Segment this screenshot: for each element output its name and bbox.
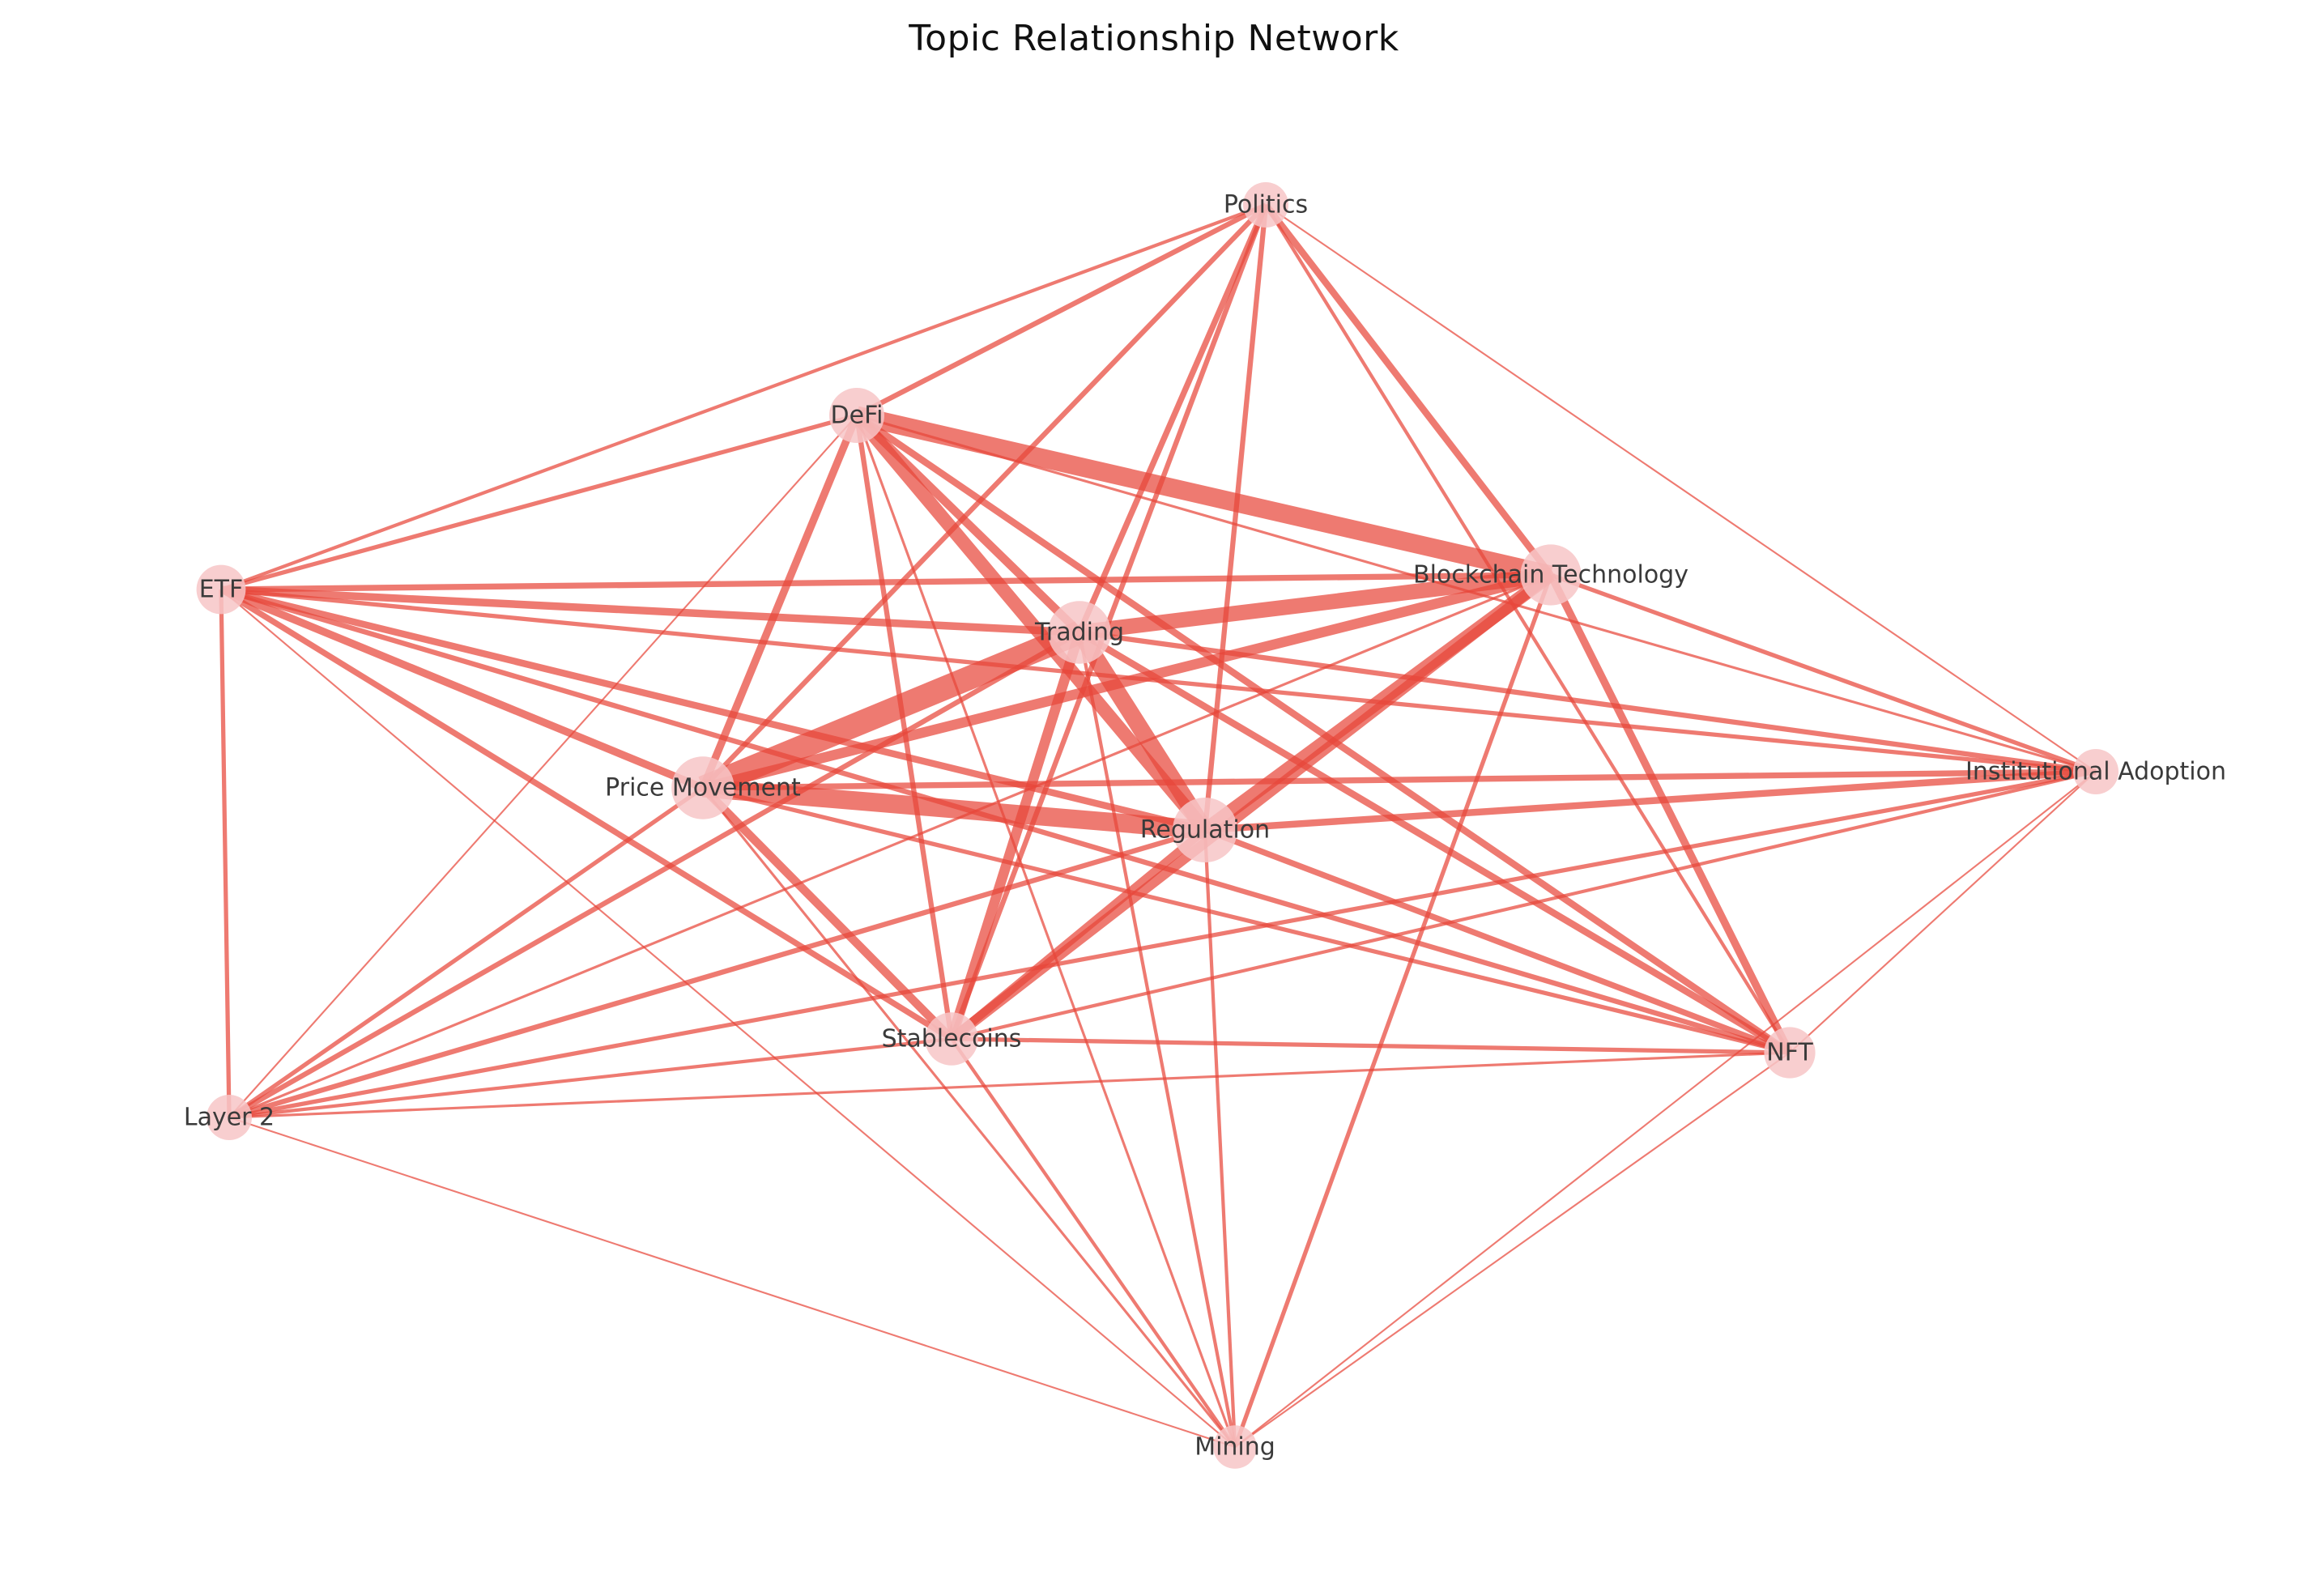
node-mining bbox=[1213, 1425, 1257, 1469]
edge-defi-stablecoins bbox=[854, 415, 955, 1040]
node-label-regulation: Regulation bbox=[1140, 816, 1270, 845]
node-defi bbox=[829, 388, 884, 443]
edge-defi-mining bbox=[855, 415, 1237, 1448]
edge-price-nft bbox=[702, 785, 1791, 1055]
edge-trading-blockchain bbox=[1078, 567, 1552, 641]
edge-trading-layer2 bbox=[228, 630, 1081, 1120]
edge-etf-nft bbox=[220, 586, 1791, 1056]
edge-price-stablecoins bbox=[700, 785, 955, 1042]
node-regulation bbox=[1173, 798, 1237, 862]
edge-etf-politics bbox=[220, 203, 1267, 591]
edge-price-etf bbox=[219, 585, 705, 792]
edge-stablecoins-nft bbox=[951, 1036, 1791, 1055]
node-stablecoins bbox=[925, 1012, 978, 1066]
edge-defi-layer2 bbox=[228, 415, 858, 1118]
edge-nft-institutional bbox=[1789, 771, 2097, 1053]
edge-institutional-mining bbox=[1234, 771, 2097, 1448]
node-label-etf: ETF bbox=[199, 576, 244, 604]
edge-defi-etf bbox=[220, 413, 858, 592]
edge-trading-regulation bbox=[1072, 628, 1212, 835]
node-nft bbox=[1764, 1027, 1816, 1079]
edge-regulation-nft bbox=[1203, 827, 1791, 1056]
edge-etf-layer2 bbox=[219, 589, 232, 1118]
edge-etf-mining bbox=[220, 589, 1236, 1448]
edge-price-politics bbox=[700, 202, 1268, 790]
edge-stablecoins-institutional bbox=[951, 769, 2097, 1041]
node-label-mining: Mining bbox=[1194, 1433, 1275, 1462]
edge-politics-nft bbox=[1264, 203, 1791, 1054]
edge-blockchain-mining bbox=[1233, 574, 1553, 1448]
node-politics bbox=[1243, 182, 1288, 228]
node-layer bbox=[196, 182, 2119, 1469]
edge-layer bbox=[219, 202, 2097, 1449]
edge-price-institutional bbox=[702, 768, 2097, 791]
edge-stablecoins-mining bbox=[950, 1037, 1237, 1449]
edge-politics-institutional bbox=[1265, 204, 2097, 772]
edge-price-blockchain bbox=[701, 569, 1552, 794]
edge-blockchain-layer2 bbox=[228, 573, 1552, 1119]
edge-regulation-etf bbox=[220, 585, 1206, 834]
edge-regulation-politics bbox=[1202, 204, 1269, 831]
edge-layer2-institutional bbox=[228, 769, 2097, 1120]
node-label-institutional: Institutional Adoption bbox=[1965, 758, 2226, 786]
edge-etf-stablecoins bbox=[219, 586, 953, 1042]
node-label-blockchain: Blockchain Technology bbox=[1413, 561, 1688, 589]
node-label-stablecoins: Stablecoins bbox=[882, 1025, 1022, 1053]
edge-defi-nft bbox=[854, 412, 1792, 1056]
edge-blockchain-institutional bbox=[1550, 572, 2097, 774]
node-label-trading: Trading bbox=[1034, 619, 1124, 647]
node-blockchain bbox=[1520, 544, 1582, 606]
edge-defi-politics bbox=[855, 202, 1267, 418]
edge-layer2-mining bbox=[228, 1117, 1236, 1448]
edge-defi-price bbox=[699, 414, 861, 789]
edge-defi-blockchain bbox=[854, 406, 1553, 585]
edge-regulation-layer2 bbox=[228, 827, 1206, 1121]
edge-trading-price bbox=[698, 621, 1084, 799]
edge-blockchain-etf bbox=[220, 572, 1552, 593]
edge-trading-nft bbox=[1077, 629, 1792, 1056]
edge-price-mining bbox=[701, 787, 1237, 1448]
edge-etf-institutional bbox=[220, 587, 2097, 774]
edge-blockchain-politics bbox=[1263, 202, 1554, 577]
node-trading bbox=[1048, 601, 1111, 664]
edge-stablecoins-layer2 bbox=[228, 1036, 952, 1120]
edge-price-layer2 bbox=[228, 785, 705, 1120]
node-label-defi: DeFi bbox=[831, 402, 884, 430]
node-label-layer2: Layer 2 bbox=[184, 1104, 275, 1132]
label-layer: Politics DeFi ETF Blockchain Technology Trad… bbox=[184, 191, 2226, 1462]
node-institutional bbox=[2073, 749, 2119, 794]
node-layer2 bbox=[207, 1095, 252, 1140]
node-label-politics: Politics bbox=[1224, 191, 1308, 219]
edge-trading-politics bbox=[1076, 203, 1269, 634]
edge-trading-mining bbox=[1077, 632, 1237, 1448]
edge-nft-layer2 bbox=[228, 1051, 1791, 1119]
edge-blockchain-nft bbox=[1547, 572, 1794, 1055]
edge-regulation-mining bbox=[1203, 829, 1237, 1448]
edge-nft-mining bbox=[1234, 1052, 1791, 1448]
node-label-price: Price Movement bbox=[605, 774, 801, 802]
node-label-nft: NFT bbox=[1766, 1039, 1813, 1067]
edge-regulation-institutional bbox=[1204, 768, 2097, 834]
edge-blockchain-stablecoins bbox=[948, 571, 1554, 1043]
node-price bbox=[671, 756, 735, 819]
page-title: Topic Relationship Network bbox=[909, 18, 1399, 59]
node-etf bbox=[196, 564, 246, 615]
edge-price-regulation bbox=[702, 778, 1206, 840]
edge-defi-regulation bbox=[851, 411, 1211, 835]
edge-trading-etf bbox=[220, 585, 1080, 636]
